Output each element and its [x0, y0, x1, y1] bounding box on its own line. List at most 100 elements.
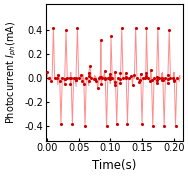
Point — [114, 71, 117, 74]
Point — [106, 77, 109, 80]
Point — [105, 125, 108, 128]
Point — [113, 84, 116, 87]
Point — [158, 77, 161, 80]
Point — [151, 125, 154, 128]
Point — [111, 77, 114, 80]
Point — [132, 74, 135, 77]
Point — [87, 75, 90, 78]
Point — [87, 79, 90, 82]
Point — [145, 27, 148, 30]
Point — [95, 80, 98, 82]
Point — [174, 125, 177, 128]
Point — [152, 77, 155, 80]
Point — [96, 86, 99, 89]
Point — [114, 80, 117, 83]
Point — [173, 78, 176, 81]
Point — [155, 79, 158, 81]
Point — [116, 77, 119, 80]
X-axis label: Time(s): Time(s) — [92, 159, 137, 172]
Point — [139, 79, 142, 82]
Point — [99, 39, 102, 42]
Point — [87, 72, 90, 74]
Point — [76, 27, 79, 30]
Point — [94, 78, 97, 80]
Point — [150, 78, 153, 81]
Point — [92, 78, 95, 81]
Point — [166, 78, 169, 81]
Point — [126, 122, 129, 125]
Point — [59, 122, 62, 125]
Point — [166, 81, 169, 84]
Point — [134, 27, 137, 30]
Point — [68, 76, 71, 79]
Point — [175, 77, 178, 80]
Point — [58, 79, 61, 82]
Point — [103, 77, 106, 79]
Point — [163, 125, 166, 128]
Point — [57, 73, 60, 76]
Point — [83, 125, 86, 128]
Point — [146, 77, 149, 80]
Point — [171, 77, 174, 80]
Point — [120, 27, 123, 30]
Point — [149, 79, 152, 82]
Point — [75, 78, 78, 81]
Point — [115, 122, 118, 125]
Point — [121, 77, 124, 80]
Point — [71, 122, 74, 125]
Point — [66, 77, 69, 80]
Point — [155, 82, 158, 85]
Point — [169, 77, 172, 80]
Point — [124, 77, 127, 79]
Point — [103, 70, 106, 73]
Point — [63, 82, 66, 85]
Point — [131, 83, 134, 86]
Point — [75, 77, 78, 80]
Point — [77, 77, 80, 80]
Point — [70, 76, 73, 79]
Point — [82, 83, 85, 86]
Y-axis label: Photocurrent $I_{ph}$(mA): Photocurrent $I_{ph}$(mA) — [4, 21, 19, 124]
Point — [109, 75, 112, 78]
Point — [99, 76, 102, 78]
Point — [81, 80, 84, 82]
Point — [101, 77, 104, 80]
Point — [124, 71, 127, 74]
Point — [168, 29, 171, 32]
Point — [45, 71, 49, 74]
Point — [109, 78, 112, 81]
Point — [139, 72, 142, 75]
Point — [161, 78, 164, 81]
Point — [50, 80, 53, 83]
Point — [144, 75, 147, 78]
Point — [140, 122, 143, 125]
Point — [52, 27, 55, 30]
Point — [164, 77, 167, 80]
Point — [80, 73, 83, 76]
Point — [119, 71, 122, 74]
Point — [61, 77, 64, 80]
Point — [119, 81, 122, 84]
Point — [69, 82, 72, 85]
Point — [127, 77, 130, 80]
Point — [149, 69, 152, 72]
Point — [72, 77, 75, 80]
Point — [166, 73, 169, 76]
Point — [160, 79, 163, 82]
Point — [89, 65, 92, 68]
Point — [109, 35, 112, 38]
Point — [108, 73, 111, 76]
Point — [144, 77, 147, 80]
Point — [97, 77, 100, 80]
Point — [90, 77, 93, 80]
Point — [64, 29, 67, 32]
Point — [138, 80, 141, 83]
Point — [48, 77, 51, 80]
Point — [119, 78, 122, 81]
Point — [63, 78, 66, 81]
Point — [155, 76, 158, 78]
Point — [161, 76, 164, 79]
Point — [99, 76, 102, 79]
Point — [135, 77, 138, 80]
Point — [144, 71, 147, 74]
